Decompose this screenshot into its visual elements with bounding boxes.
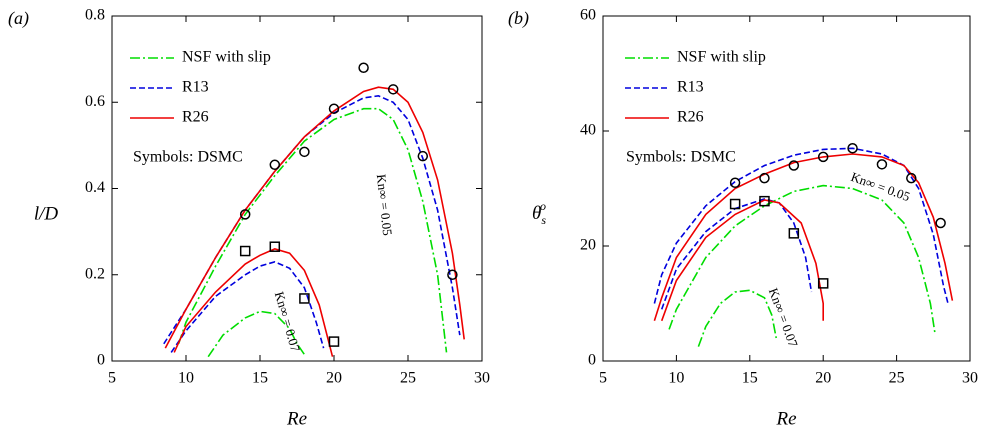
x-tick-label: 20 xyxy=(326,370,342,387)
x-tick-label: 10 xyxy=(668,370,684,387)
dsmc-point xyxy=(358,62,369,73)
y-tick-label: 40 xyxy=(580,122,596,139)
dsmc-point xyxy=(876,159,888,170)
curve xyxy=(653,147,949,304)
panel-label: (a) xyxy=(8,8,29,29)
curve xyxy=(164,86,465,349)
curve xyxy=(697,289,777,347)
plot-frame xyxy=(602,15,971,362)
curve xyxy=(660,199,824,322)
dsmc-point xyxy=(299,293,310,304)
markers-label: Symbols: DSMC xyxy=(133,149,243,166)
annotation: Kn∞ = 0.07 xyxy=(272,290,304,354)
y-tick-label: 0.8 xyxy=(85,7,105,24)
y-tick-label: 60 xyxy=(580,7,596,24)
x-tick-label: 25 xyxy=(400,370,416,387)
dsmc-point xyxy=(906,172,917,184)
legend-label: R13 xyxy=(677,79,704,96)
dsmc-point xyxy=(817,151,829,163)
curve xyxy=(207,310,306,358)
x-tick-label: 5 xyxy=(599,370,607,387)
dsmc-point xyxy=(417,150,429,162)
dsmc-point xyxy=(817,278,829,289)
y-tick-label: 0 xyxy=(97,352,105,369)
annotation: Kn∞ = 0.05 xyxy=(374,173,395,236)
dsmc-point xyxy=(935,217,946,229)
legend-label: R26 xyxy=(182,109,209,126)
y-tick-label: 20 xyxy=(580,237,596,254)
x-axis-label: Re xyxy=(286,408,307,429)
dsmc-point xyxy=(269,241,281,252)
x-tick-label: 30 xyxy=(962,370,978,387)
y-tick-label: 0.4 xyxy=(85,179,105,196)
y-tick-label: 0 xyxy=(588,352,596,369)
x-tick-label: 15 xyxy=(742,370,758,387)
x-tick-label: 30 xyxy=(474,370,490,387)
legend-label: NSF with slip xyxy=(182,49,271,66)
dsmc-point xyxy=(759,172,770,184)
x-tick-label: 20 xyxy=(815,370,831,387)
x-tick-label: 15 xyxy=(252,370,268,387)
annotation: Kn∞ = 0.05 xyxy=(849,169,912,204)
dsmc-point xyxy=(387,84,399,95)
annotation: Kn∞ = 0.07 xyxy=(766,286,801,350)
x-tick-label: 10 xyxy=(178,370,194,387)
dsmc-point xyxy=(847,143,858,154)
x-axis-label: Re xyxy=(775,408,796,429)
y-label-base: θ xyxy=(532,203,541,224)
dsmc-point xyxy=(447,269,458,280)
curve xyxy=(173,248,334,357)
curve xyxy=(163,94,461,345)
y-axis-label: θso xyxy=(532,199,546,227)
dsmc-point xyxy=(239,209,251,220)
dsmc-point xyxy=(299,146,310,158)
dsmc-point xyxy=(759,195,770,207)
panel-label: (b) xyxy=(508,8,529,29)
dsmc-point xyxy=(729,177,741,188)
dsmc-point xyxy=(729,198,741,210)
curve xyxy=(668,184,936,333)
y-tick-label: 0.2 xyxy=(85,265,105,282)
y-axis-label: l/D xyxy=(34,203,59,224)
dsmc-point xyxy=(328,103,340,114)
y-label-sup: o xyxy=(540,199,546,213)
markers-label: Symbols: DSMC xyxy=(626,149,736,166)
legend-label: R26 xyxy=(677,109,704,126)
curve xyxy=(170,260,325,353)
curve xyxy=(653,153,954,322)
dsmc-point xyxy=(788,228,800,239)
y-label-sub: s xyxy=(541,213,546,227)
legend-label: R13 xyxy=(182,79,209,96)
dsmc-point xyxy=(269,159,281,171)
dsmc-point xyxy=(328,336,340,347)
x-tick-label: 5 xyxy=(108,370,116,387)
y-tick-label: 0.6 xyxy=(85,93,105,110)
legend-label: NSF with slip xyxy=(677,49,766,66)
dsmc-point xyxy=(239,245,251,257)
x-tick-label: 25 xyxy=(889,370,905,387)
curve xyxy=(660,198,813,310)
dsmc-point xyxy=(788,160,800,171)
plot-frame xyxy=(111,15,483,362)
curve xyxy=(177,107,448,353)
